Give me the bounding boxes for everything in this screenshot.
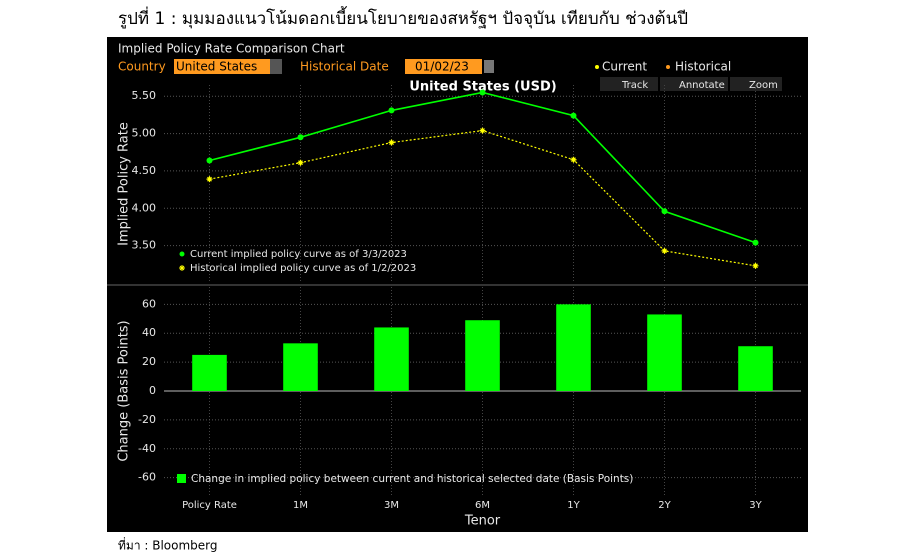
y-tick-label: 0: [149, 384, 156, 397]
legend-dot: [666, 65, 670, 69]
point: [570, 112, 577, 119]
button-label: Annotate: [679, 80, 725, 91]
y-tick-label: 20: [142, 355, 156, 368]
point: [479, 127, 486, 134]
x-tick-label: 1M: [293, 500, 308, 511]
panel-title: Implied Policy Rate Comparison Chart: [118, 42, 345, 56]
bar: [465, 320, 500, 391]
y-axis-label: Implied Policy Rate: [117, 122, 132, 246]
country-value: United States: [176, 60, 257, 74]
point: [661, 208, 668, 215]
x-tick-label: Policy Rate: [182, 500, 237, 511]
x-tick-label: 2Y: [658, 500, 671, 511]
page-title: รูปที่ 1 : มุมมองแนวโน้มดอกเบี้ยนโยบายขอ…: [118, 6, 688, 29]
point: [206, 157, 213, 164]
point: [388, 139, 395, 146]
zoom-button[interactable]: [730, 77, 782, 91]
bar: [374, 327, 409, 391]
y-tick-label: 5.00: [132, 127, 157, 140]
chart-title: United States (USD): [409, 80, 556, 95]
legend-historical: Historical: [675, 60, 731, 74]
bar: [283, 343, 318, 391]
y-tick-label: 4.00: [132, 201, 157, 214]
legend-marker: [177, 474, 186, 483]
bar: [647, 314, 682, 391]
legend-dot: [595, 65, 599, 69]
y-tick-label: 4.50: [132, 164, 157, 177]
source: ที่มา : Bloomberg: [118, 537, 218, 553]
legend-label: Current implied policy curve as of 3/3/2…: [190, 249, 407, 260]
x-tick-label: 3Y: [749, 500, 762, 511]
legend-current: Current: [602, 60, 647, 74]
point: [752, 239, 759, 246]
country-dropdown[interactable]: [174, 59, 270, 74]
y-tick-label: 60: [142, 297, 156, 310]
x-tick-label: 1Y: [567, 500, 580, 511]
point: [752, 262, 759, 269]
point: [570, 156, 577, 163]
legend-label: Change in implied policy between current…: [191, 473, 633, 485]
country-label: Country: [118, 60, 166, 74]
point: [297, 159, 304, 166]
legend-marker: [179, 251, 185, 257]
x-tick-label: 6M: [475, 500, 490, 511]
calendar-button[interactable]: [484, 60, 494, 73]
point: [206, 176, 213, 183]
button-label: Track: [621, 80, 648, 91]
point: [661, 247, 668, 254]
legend-marker: [179, 265, 185, 271]
bar: [556, 304, 591, 391]
dropdown-arrow[interactable]: [270, 59, 282, 74]
date-input[interactable]: [405, 59, 482, 74]
y-tick-label: -40: [138, 442, 156, 455]
y-tick-label: -60: [138, 471, 156, 484]
point: [388, 107, 395, 114]
point: [479, 89, 486, 96]
date-value: 01/02/23: [415, 60, 469, 74]
date-label: Historical Date: [300, 60, 389, 74]
legend-label: Historical implied policy curve as of 1/…: [190, 263, 416, 274]
x-tick-label: 3M: [384, 500, 399, 511]
y-tick-label: -20: [138, 413, 156, 426]
bar: [738, 346, 773, 391]
point: [297, 134, 304, 141]
y-tick-label: 5.50: [132, 89, 157, 102]
y-tick-label: 3.50: [132, 239, 157, 252]
x-axis-label: Tenor: [464, 514, 501, 529]
y-axis-label: Change (Basis Points): [117, 320, 132, 461]
y-tick-label: 40: [142, 326, 156, 339]
track-button[interactable]: [600, 77, 658, 91]
bar: [192, 354, 227, 391]
button-label: Zoom: [749, 80, 778, 91]
annotate-button[interactable]: [660, 77, 728, 91]
